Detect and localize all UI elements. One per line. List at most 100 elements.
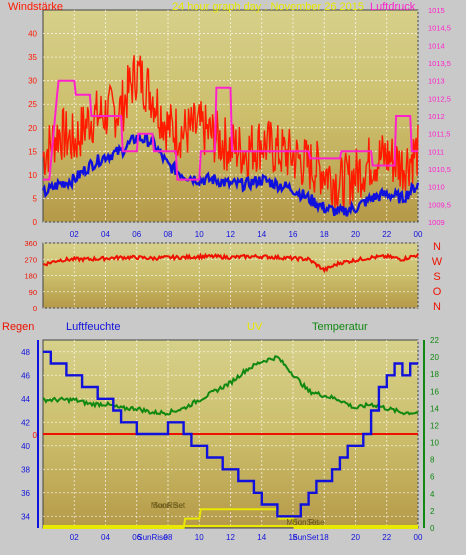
compass-label: N xyxy=(433,241,441,253)
temperature-tick: 0 xyxy=(430,524,435,533)
time-axis-labels-top: 02 04 06 08 10 12 14 16 18 20 22 00 xyxy=(70,230,423,239)
compass-label: S xyxy=(433,271,440,283)
humidity-tick: 38 xyxy=(21,465,30,474)
temperature-tick: 8 xyxy=(430,456,435,465)
time-tick: 02 xyxy=(70,533,79,542)
time-tick: 10 xyxy=(195,533,204,542)
time-tick: 06 xyxy=(132,230,141,239)
wind-speed-tick: 15 xyxy=(28,147,37,156)
time-tick: 16 xyxy=(289,230,298,239)
sun-moon-annotations: SunRise SunSet Moon Set Moon Rise SunRise Sun… xyxy=(137,501,325,542)
sun-moon-annotation: Moon Set xyxy=(151,501,186,510)
temperature-tick: 14 xyxy=(430,404,439,413)
sun-moon-annotation: SunRise xyxy=(153,501,184,510)
pressure-tick: 1010,5 xyxy=(428,165,451,174)
compass-label: O xyxy=(433,286,442,298)
time-tick: 18 xyxy=(320,230,329,239)
rain-zero-label: 0 xyxy=(33,431,38,440)
wind-speed-tick: 5 xyxy=(33,194,38,203)
humidity-tick: 46 xyxy=(21,371,30,380)
pressure-tick: 1015 xyxy=(428,6,445,15)
humidity-tick: 36 xyxy=(21,489,30,498)
pressure-tick: 1013,5 xyxy=(428,59,451,68)
time-tick: 12 xyxy=(226,230,235,239)
sun-moon-annotation: Moon Rise xyxy=(286,518,325,527)
time-tick: 20 xyxy=(351,533,360,542)
wind-speed-tick: 40 xyxy=(28,30,37,39)
temperature-axis-title: Temperatur xyxy=(312,321,368,333)
direction-tick: 270 xyxy=(24,255,37,264)
humidity-tick: 48 xyxy=(21,348,30,357)
pressure-tick: 1012,5 xyxy=(428,94,451,103)
time-tick: 00 xyxy=(414,533,423,542)
time-tick: 18 xyxy=(320,533,329,542)
chart-title: 24 hour graph day : November 26 2015 xyxy=(172,1,364,13)
humidity-axis-title: Luftfeuchte xyxy=(66,321,120,333)
sun-moon-annotation: SunSet xyxy=(292,533,319,542)
temperature-tick: 20 xyxy=(430,353,439,362)
time-tick: 14 xyxy=(257,230,266,239)
temperature-tick: 18 xyxy=(430,370,439,379)
time-tick: 08 xyxy=(164,230,173,239)
sun-moon-annotation: SunSet xyxy=(292,518,319,527)
temperature-tick: 16 xyxy=(430,387,439,396)
pressure-tick-labels: 1009 1009,5 1010 1010,5 1011 1011,5 1012 1012,5… xyxy=(428,6,451,227)
direction-tick: 180 xyxy=(24,272,37,281)
pressure-tick: 1013 xyxy=(428,77,445,86)
temperature-line xyxy=(42,355,419,416)
time-tick: 16 xyxy=(289,533,298,542)
wind-speed-tick-labels: 0 5 10 15 20 25 30 35 40 xyxy=(28,30,37,227)
wind-speed-tick: 20 xyxy=(28,124,37,133)
direction-tick: 0 xyxy=(33,304,37,313)
wind-speed-axis-title: Windstärke xyxy=(8,1,63,13)
temperature-tick: 10 xyxy=(430,439,439,448)
direction-tick-labels: 0 90 180 270 360 xyxy=(24,239,37,313)
pressure-tick: 1009 xyxy=(428,218,445,227)
pressure-tick: 1012 xyxy=(428,112,445,121)
pressure-tick: 1010 xyxy=(428,183,445,192)
temperature-tick-labels: 0 2 4 6 8 10 12 14 16 18 20 22 xyxy=(423,336,439,533)
temperature-tick: 6 xyxy=(430,473,435,482)
wind-direction-line xyxy=(42,252,419,274)
direction-tick: 90 xyxy=(29,288,37,297)
sun-moon-annotation: SunRise xyxy=(137,533,168,542)
humidity-tick: 40 xyxy=(21,442,30,451)
wind-speed-tick: 25 xyxy=(28,100,37,109)
uv-axis-title: UV xyxy=(247,321,263,333)
time-tick: 22 xyxy=(382,230,391,239)
pressure-axis-title: Luftdruck xyxy=(370,1,416,13)
temperature-tick: 2 xyxy=(430,507,435,516)
humidity-tick: 34 xyxy=(21,512,30,521)
pressure-line xyxy=(43,79,418,181)
time-tick: 02 xyxy=(70,230,79,239)
humidity-tick-labels: 34 36 38 40 42 44 46 48 xyxy=(21,340,39,528)
pressure-tick: 1011,5 xyxy=(428,130,450,139)
wind-speed-tick: 30 xyxy=(28,77,37,86)
time-tick: 06 xyxy=(132,533,141,542)
pressure-tick: 1009,5 xyxy=(428,200,451,209)
time-tick: 04 xyxy=(101,533,110,542)
humidity-tick: 44 xyxy=(21,395,30,404)
time-tick: 04 xyxy=(101,230,110,239)
time-tick: 14 xyxy=(257,533,266,542)
direction-tick: 360 xyxy=(24,239,37,248)
rain-axis-title: Regen xyxy=(2,321,34,333)
time-tick: 00 xyxy=(414,230,423,239)
pressure-tick: 1011 xyxy=(428,147,444,156)
time-axis-labels-bottom: 02 04 06 08 10 12 14 16 18 20 22 00 xyxy=(70,533,423,542)
humidity-line xyxy=(43,350,418,518)
wind-speed-tick: 10 xyxy=(28,171,37,180)
time-tick: 12 xyxy=(226,533,235,542)
wind-gust-line xyxy=(42,55,419,211)
humidity-tick: 42 xyxy=(21,418,30,427)
temperature-tick: 12 xyxy=(430,421,439,430)
wind-speed-tick: 0 xyxy=(33,218,38,227)
wind-speed-tick: 35 xyxy=(28,53,37,62)
pressure-tick: 1014 xyxy=(428,41,445,50)
pressure-tick: 1014,5 xyxy=(428,24,451,33)
wind-speed-line xyxy=(41,133,420,217)
uv-line xyxy=(43,508,418,529)
